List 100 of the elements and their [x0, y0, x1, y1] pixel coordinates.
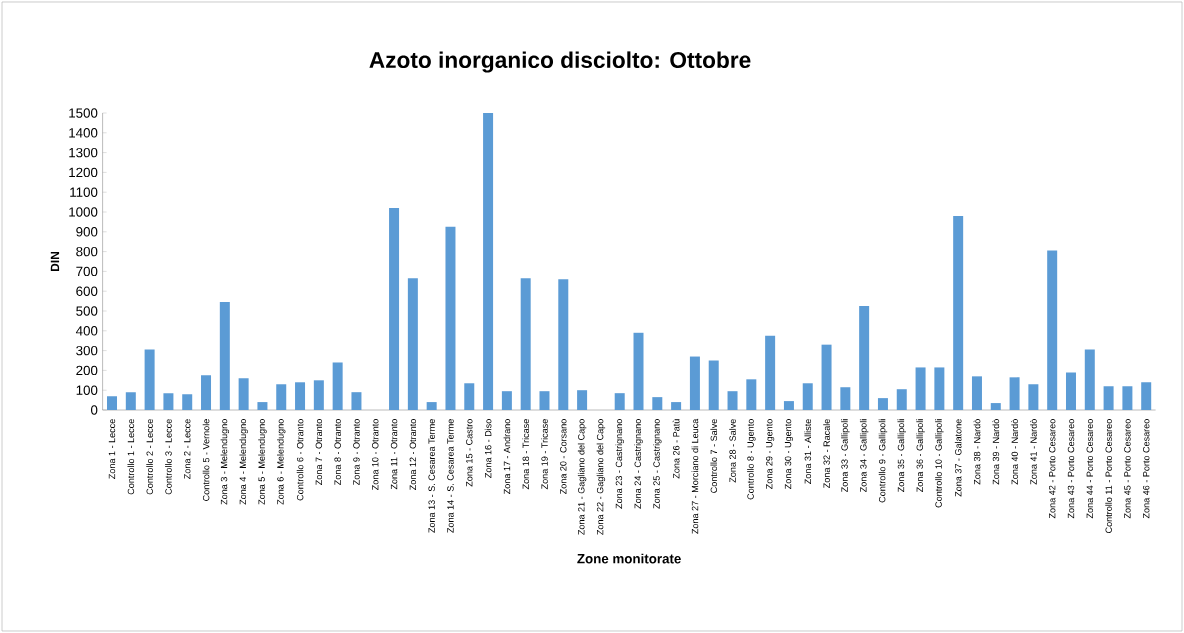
x-tick-label: Zona 42 - Porto Cesareo	[1048, 419, 1056, 519]
bar	[821, 344, 832, 410]
x-tick-label: Zona 14 - S. Cesarea Terme	[447, 419, 454, 533]
x-tick-label: Zona 44 - Porto Cesareo	[1086, 419, 1093, 519]
bar	[238, 378, 249, 410]
x-tick-label: Controllo 6 - Otranto	[296, 419, 304, 501]
x-tick-label: Zona 3 - Melendugno	[220, 419, 230, 505]
bar	[915, 367, 926, 410]
bar	[389, 208, 400, 410]
bar	[689, 356, 700, 410]
x-tick-label: Zona 9 - Otranto	[353, 419, 360, 485]
x-tick-label: Zona 5 - Melendugno	[258, 419, 267, 505]
bar	[953, 215, 964, 410]
x-tick-label: Controllo 3 - Lecce	[165, 419, 172, 495]
bar	[201, 375, 212, 410]
bar	[746, 379, 757, 410]
bar	[520, 278, 531, 410]
x-tick-label: Controllo 9 - Gallipoli	[878, 419, 888, 503]
x-tick-label: Zona 22 - Gagliano del Capo	[596, 419, 606, 535]
x-tick-label: Zona 4 - Melendugno	[239, 419, 248, 505]
bar	[896, 389, 907, 410]
x-tick-label: Zona 25 - Castrignano	[653, 419, 662, 509]
x-tick-label: Zona 45 - Porto Cesareo	[1124, 419, 1131, 519]
y-tick-label: 1200	[69, 167, 98, 178]
x-tick-label: Zona 12 - Otranto	[409, 419, 417, 490]
bar	[219, 302, 230, 410]
x-tick-label: Zona 21 - Gagliano del Capo	[577, 419, 587, 535]
y-tick-label: 300	[76, 345, 98, 356]
y-tick-label: 900	[76, 227, 98, 237]
x-tick-label: Controllo 8 - Ugento	[747, 419, 756, 500]
x-tick-label: Controllo 5 - Vernole	[202, 419, 210, 501]
x-tick-label: Zona 17 - Andrano	[503, 419, 511, 495]
x-tick-label: Zona 40 - Nardò	[1011, 419, 1018, 485]
y-tick-label: 1400	[69, 128, 98, 138]
bar	[840, 387, 851, 410]
bar	[125, 392, 136, 410]
bar	[802, 383, 813, 410]
bar	[1028, 384, 1039, 410]
y-tick-label: 1500	[69, 108, 98, 118]
y-tick-label: 200	[76, 365, 98, 376]
x-tick-label: Zona 7 - Otranto	[315, 419, 323, 485]
bar	[971, 376, 982, 410]
x-tick-label: Zona 46 - Porto Cesareo	[1142, 419, 1150, 519]
bar	[1009, 377, 1020, 410]
x-tick-label: Zona 37 - Galatone	[954, 419, 962, 497]
x-tick-label: Controllo 11 - Porto Cesareo	[1105, 419, 1112, 533]
x-tick-label: Zona 11 - Otranto	[390, 419, 398, 490]
y-tick-label: 0	[91, 405, 98, 415]
x-tick-label: Zona 24 - Castrignano	[634, 419, 643, 509]
x-tick-label: Zona 2 - Lecce	[184, 419, 191, 479]
bar	[614, 393, 625, 410]
y-tick-label: 100	[76, 385, 98, 395]
chart-title: Azoto inorganico disciolto: Ottobre	[369, 51, 751, 73]
x-tick-label: Controllo 10 - Gallipoli	[935, 419, 944, 508]
x-tick-label: Zona 23 - Castrignano	[615, 419, 624, 509]
bar	[934, 367, 945, 410]
bar	[1141, 382, 1152, 410]
x-tick-label: Zona 26 - Patù	[672, 419, 680, 479]
y-tick-label: 1300	[69, 147, 98, 158]
bar	[295, 382, 306, 410]
y-tick-label: 500	[76, 306, 98, 316]
x-tick-label: Zona 34 - Gallipoli	[859, 419, 869, 492]
x-tick-label: Zona 16 - Diso	[484, 419, 492, 478]
x-tick-label: Zona 31 - Alliste	[804, 419, 812, 484]
bar	[501, 391, 512, 410]
x-tick-label: Zona 18 - Tricase	[522, 419, 530, 490]
bar	[765, 335, 776, 410]
x-tick-label: Zona 1 - Lecce	[108, 419, 116, 479]
x-tick-label: Zona 6 - Melendugno	[277, 419, 286, 505]
bar	[483, 113, 494, 410]
x-tick-label: Zona 35 - Gallipoli	[897, 419, 906, 492]
x-tick-label: Zona 15 - Castro	[466, 419, 473, 487]
x-tick-label: Zona 19 - Tricase	[541, 419, 548, 490]
bar	[1065, 372, 1076, 410]
x-tick-label: Zona 27 - Morciano di Leuca	[691, 418, 699, 534]
bar	[708, 360, 719, 410]
bar	[276, 384, 287, 410]
x-tick-label: Zona 30 - Ugento	[784, 419, 794, 489]
bar	[1084, 349, 1095, 410]
bar	[464, 383, 475, 410]
bar	[163, 393, 174, 410]
bar	[182, 394, 193, 410]
y-axis-title: DIN	[50, 251, 60, 272]
y-tick-label: 400	[75, 326, 98, 336]
bar	[332, 362, 343, 410]
bar	[877, 398, 888, 410]
x-tick-label: Zona 28 - Salve	[729, 419, 736, 483]
bar	[107, 396, 117, 410]
bar	[577, 390, 588, 410]
y-tick-label: 1000	[69, 207, 98, 217]
bar	[1122, 386, 1133, 410]
bar	[426, 402, 437, 410]
y-tick-label: 1100	[70, 187, 98, 197]
bar	[407, 278, 418, 410]
bar	[1047, 250, 1058, 410]
x-tick-label: Zona 36 - Gallipoli	[916, 419, 925, 492]
x-tick-label: Controllo 1 - Lecce	[127, 419, 135, 495]
bar	[351, 392, 362, 410]
x-tick-label: Zona 32 - Racale	[823, 419, 830, 488]
bar	[313, 380, 324, 410]
